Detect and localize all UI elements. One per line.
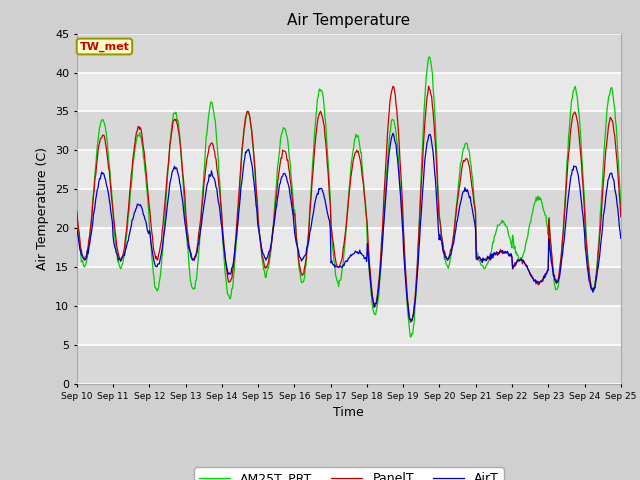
AM25T_PRT [83,258,90,264]
Line: AirT: AirT [77,133,621,321]
Bar [77,228,621,267]
Title: Air Temperature: Air Temperature [287,13,410,28]
PanelT [433,156,440,162]
AM25T_PRT [426,54,433,60]
X-axis label: Time: Time [333,406,364,419]
PanelT [73,208,81,214]
Text: TW_met: TW_met [79,41,129,52]
Y-axis label: Air Temperature (C): Air Temperature (C) [36,147,49,270]
PanelT [83,252,90,257]
AirT [408,318,415,324]
AirT [617,236,625,241]
PanelT [406,319,414,325]
AirT [433,189,440,194]
PanelT [416,217,424,223]
PanelT [617,214,625,220]
AM25T_PRT [617,202,625,208]
PanelT [194,240,202,246]
AM25T_PRT [194,260,202,265]
AM25T_PRT [416,212,424,217]
AirT [417,223,424,229]
AirT [73,225,81,231]
AM25T_PRT [73,209,81,215]
PanelT [223,266,230,272]
Bar [77,34,621,72]
Bar [77,306,621,345]
AirT [389,130,397,136]
Bar [77,345,621,384]
AM25T_PRT [139,144,147,149]
Bar [77,111,621,150]
Bar [77,72,621,111]
AirT [223,264,230,269]
AirT [139,208,147,214]
AM25T_PRT [406,334,414,340]
Bar [77,189,621,228]
Bar [77,150,621,189]
Bar [77,267,621,306]
Line: AM25T_PRT: AM25T_PRT [77,57,621,337]
AirT [83,254,90,260]
AirT [194,242,202,248]
Line: PanelT: PanelT [77,86,621,322]
AM25T_PRT [433,141,440,146]
Legend: AM25T_PRT, PanelT, AirT: AM25T_PRT, PanelT, AirT [194,468,504,480]
AM25T_PRT [223,284,230,289]
PanelT [139,138,147,144]
PanelT [425,84,433,89]
